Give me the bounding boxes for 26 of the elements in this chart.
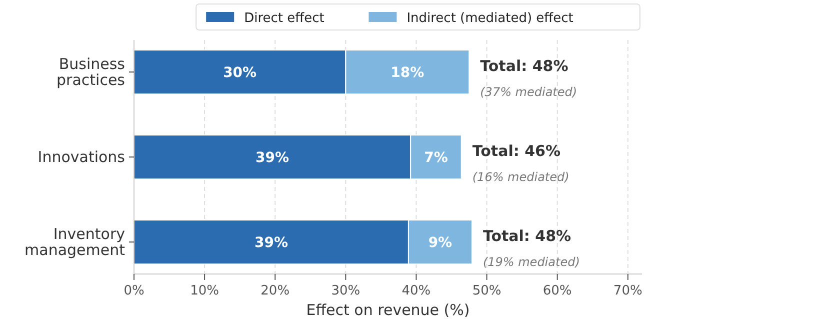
y-tick-label: Innovations [38, 148, 126, 166]
x-tick-label: 10% [190, 284, 220, 299]
annotation: Total: 48% [482, 227, 572, 245]
x-tick-label: 70% [613, 284, 642, 299]
data-label: 9% [428, 235, 452, 251]
annotation: Total: 46% [472, 142, 560, 160]
annotation: (16% mediated) [472, 170, 570, 184]
x-tick-label: 50% [472, 284, 502, 299]
annotation: (37% mediated) [480, 85, 578, 99]
x-tick-label: 0% [124, 284, 144, 299]
x-tick-label: 60% [542, 284, 572, 299]
x-axis-title: Effect on revenue (%) [306, 301, 470, 319]
x-tick-label: 20% [260, 284, 290, 299]
data-label: 39% [256, 150, 290, 166]
data-label: 7% [424, 150, 448, 166]
data-label: 39% [254, 235, 288, 251]
x-tick-label: 30% [331, 284, 360, 299]
x-tick-label: 40% [402, 284, 431, 299]
legend-label: Direct effect [244, 11, 324, 26]
data-label: 18% [390, 65, 424, 81]
annotation: (19% mediated) [482, 255, 580, 269]
y-tick-label: Inventory management [24, 225, 126, 259]
legend-label: Indirect (mediated) effect [406, 11, 574, 26]
y-tick-label: Business practices [56, 55, 126, 89]
data-label: 30% [223, 65, 257, 81]
annotation: Total: 48% [480, 57, 568, 75]
